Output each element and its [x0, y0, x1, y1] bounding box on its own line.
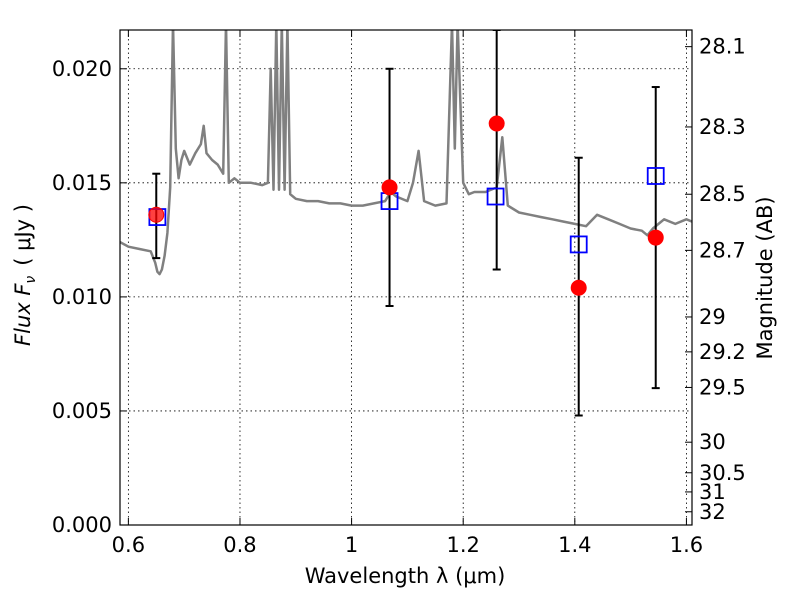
plot-frame [119, 29, 693, 526]
right-tick-label: 29.2 [699, 340, 746, 364]
right-tick-label: 30.5 [699, 461, 746, 485]
y-axis-label-sub: ν [23, 276, 39, 284]
x-tick-label: 0.8 [223, 533, 256, 557]
model-points-layer [148, 167, 665, 254]
x-tick-label: 1.2 [446, 533, 479, 557]
x-ticks: 0.6 0.8 1 1.2 1.4 1.6 [112, 30, 703, 557]
y-axis-label-unit: ( μJy ) [11, 204, 35, 266]
observed-points-layer [148, 115, 664, 296]
right-tick-label: 32 [699, 500, 726, 524]
observed-point [570, 279, 587, 296]
right-tick-label: 28.3 [699, 115, 746, 139]
x-tick-label: 1.4 [558, 533, 591, 557]
y-tick-label: 0.015 [52, 171, 112, 195]
y-tick-label: 0.000 [52, 513, 112, 537]
observed-point [488, 115, 505, 132]
observed-point [647, 229, 664, 246]
right-tick-label: 30 [699, 430, 726, 454]
x-tick-label: 0.6 [112, 533, 145, 557]
error-bars-layer [152, 30, 660, 417]
model-point [486, 187, 505, 206]
y-ticks: 0.000 0.005 0.010 0.015 0.020 [52, 57, 127, 537]
observed-point [381, 179, 398, 196]
model-point [646, 167, 665, 185]
model-point [569, 235, 588, 254]
x-axis-label: Wavelength λ (μm) [305, 564, 506, 588]
right-axis-label: Magnitude (AB) [753, 196, 777, 359]
right-tick-label: 28.5 [699, 182, 746, 206]
grid-lines [120, 30, 692, 526]
x-tick-label: 1.6 [670, 533, 703, 557]
x-tick-label: 1 [345, 533, 358, 557]
y-axis-label-main: Flux F [11, 283, 35, 346]
right-tick-label: 29 [699, 305, 726, 329]
y-axis-label: Flux Fν ( μJy ) [11, 204, 39, 346]
observed-point [148, 206, 165, 223]
y-tick-label: 0.005 [52, 399, 112, 423]
right-tick-label: 29.5 [699, 375, 746, 399]
right-tick-label: 28.1 [699, 35, 746, 59]
right-tick-label: 31 [699, 480, 726, 504]
model-spectrum-layer [120, 30, 692, 276]
y-tick-label: 0.010 [52, 285, 112, 309]
y-tick-label: 0.020 [52, 57, 112, 81]
model-spectrum-line [120, 30, 692, 276]
right-tick-label: 28.7 [699, 238, 746, 262]
